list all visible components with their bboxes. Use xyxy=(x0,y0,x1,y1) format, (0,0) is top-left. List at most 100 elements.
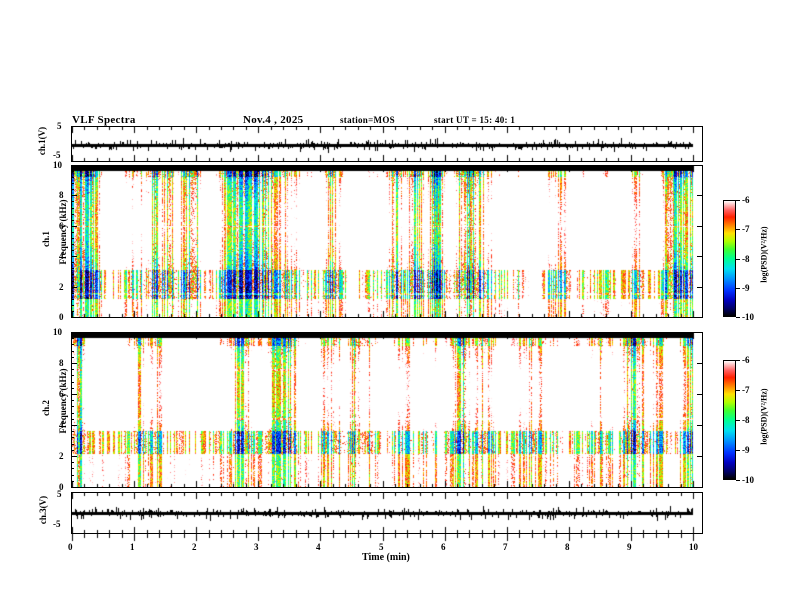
header-station: station=MOS xyxy=(340,115,395,125)
ch2-colorbar-tick-mark xyxy=(736,480,740,481)
ch1-spec-yminor-mark xyxy=(71,305,74,306)
ch1-spec-yminor-mark xyxy=(71,244,74,245)
ch1-spec-yminor-mark xyxy=(71,201,74,202)
ch1-waveform-axis-label: ch.1(V) xyxy=(37,126,47,156)
ch2-spec-ytick-10: 10 xyxy=(53,327,62,337)
ch2-colorbar-tick-mark xyxy=(736,390,740,391)
ch2-spec-ytick-mark xyxy=(71,487,77,488)
ch2-spec-yminor-mark xyxy=(71,413,74,414)
ch1-spec-yminor-mark xyxy=(71,165,74,166)
ch2-spec-yminor-mark xyxy=(71,431,74,432)
x-tick-label-3: 3 xyxy=(254,542,259,552)
x-tick-label-2: 2 xyxy=(192,542,197,552)
ch1-spec-yminor-mark xyxy=(71,171,74,172)
x-tick-label-9: 9 xyxy=(627,542,632,552)
ch2-spec-yminor-mark xyxy=(71,462,74,463)
ch2-colorbar-tick-label--8: -8 xyxy=(742,415,750,425)
ch1-colorbar xyxy=(723,200,736,317)
ch1-spec-ytick-mark xyxy=(71,317,77,318)
ch1-spec-ytick-mark-right xyxy=(697,287,703,288)
ch2-spec-yminor-mark xyxy=(71,456,74,457)
ch1-spec-yminor-mark xyxy=(71,293,74,294)
ch1-spec-ytick-mark xyxy=(71,226,77,227)
ch2-spec-ytick-6: 6 xyxy=(59,389,64,399)
ch2-spec-ytick-mark xyxy=(71,332,77,333)
ch2-spec-yminor-mark xyxy=(71,369,74,370)
ch1-spec-yminor-mark xyxy=(71,268,74,269)
ch2-spec-yminor-mark xyxy=(71,351,74,352)
ch1-spectrogram-image xyxy=(72,166,702,317)
ch1-waveform-panel xyxy=(71,126,703,162)
ch2-spec-ytick-mark-right xyxy=(697,487,703,488)
ch1-spec-ytick-mark-right xyxy=(697,317,703,318)
ch2-spec-yminor-mark xyxy=(71,437,74,438)
ch2-spec-ytick-mark xyxy=(71,363,77,364)
ch2-spectrogram-image xyxy=(72,333,702,487)
ch2-spec-yminor-mark xyxy=(71,375,74,376)
ch1-colorbar-tick-mark xyxy=(736,200,740,201)
ch2-spec-yminor-mark xyxy=(71,344,74,345)
ch2-spec-yminor-mark xyxy=(71,444,74,445)
ch1-spec-ytick-mark-right xyxy=(697,256,703,257)
ch2-colorbar-tick-label--9: -9 xyxy=(742,445,750,455)
ch1-spec-yminor-mark xyxy=(71,189,74,190)
x-tick-label-10: 10 xyxy=(689,542,698,552)
ch1-colorbar-label: log(PSD)(V²/Hz) xyxy=(759,226,769,283)
ch2-colorbar-tick-mark xyxy=(736,360,740,361)
ch2-spec-ytick-mark xyxy=(71,394,77,395)
ch1-spectrogram-panel xyxy=(71,165,703,318)
ch2-spec-ytick-mark xyxy=(71,425,77,426)
ch1-spec-yminor-mark xyxy=(71,208,74,209)
ch1-colorbar-tick-mark xyxy=(736,317,740,318)
ch1-spec-ytick-mark xyxy=(71,195,77,196)
ch1-spec-yminor-mark xyxy=(71,311,74,312)
ch2-spec-yminor-mark xyxy=(71,425,74,426)
ch2-spec-yminor-mark xyxy=(71,406,74,407)
ch1-spec-yminor-mark xyxy=(71,250,74,251)
ch2-spec-yminor-mark xyxy=(71,400,74,401)
ch1-spec-axis-label-ch: ch.1 xyxy=(41,231,51,247)
ch1-waveform-trace xyxy=(72,127,702,161)
ch2-spec-yminor-mark xyxy=(71,388,74,389)
ch1-spec-yminor-mark xyxy=(71,256,74,257)
ch2-colorbar-tick-label--10: -10 xyxy=(742,475,754,485)
ch2-spec-yminor-mark xyxy=(71,468,74,469)
ch1-spec-ytick-10: 10 xyxy=(53,160,62,170)
ch2-spec-ytick-4: 4 xyxy=(59,420,64,430)
ch1-spec-yminor-mark xyxy=(71,317,74,318)
ch1-colorbar-tick-mark xyxy=(736,288,740,289)
ch1-spec-yminor-mark xyxy=(71,226,74,227)
ch1-colorbar-tick-mark xyxy=(736,259,740,260)
ch2-spectrogram-panel xyxy=(71,332,703,488)
ch1-spec-ytick-mark xyxy=(71,287,77,288)
ch1-colorbar-tick-label--10: -10 xyxy=(742,312,754,322)
ch1-spec-ytick-mark xyxy=(71,256,77,257)
ch1-spec-ytick-mark-right xyxy=(697,226,703,227)
ch3-wave-ytick-neg: -5 xyxy=(53,519,61,529)
ch2-spec-yminor-mark xyxy=(71,475,74,476)
ch1-spec-yminor-mark xyxy=(71,220,74,221)
header-date: Nov.4 , 2025 xyxy=(243,114,304,126)
ch2-colorbar-tick-label--6: -6 xyxy=(742,355,750,365)
ch2-spec-yminor-mark xyxy=(71,363,74,364)
ch1-spec-yminor-mark xyxy=(71,299,74,300)
ch2-spec-yminor-mark xyxy=(71,338,74,339)
ch1-spec-yminor-mark xyxy=(71,287,74,288)
ch2-spec-yminor-mark xyxy=(71,450,74,451)
ch2-spec-ytick-mark-right xyxy=(697,332,703,333)
ch2-colorbar-tick-mark xyxy=(736,420,740,421)
ch2-spec-ytick-mark-right xyxy=(697,425,703,426)
x-tick-label-5: 5 xyxy=(379,542,384,552)
ch1-spec-ytick-8: 8 xyxy=(59,190,64,200)
x-tick-label-4: 4 xyxy=(316,542,321,552)
x-tick-label-0: 0 xyxy=(68,542,73,552)
ch1-colorbar-tick-label--9: -9 xyxy=(742,283,750,293)
ch1-spec-ytick-0: 0 xyxy=(59,312,64,322)
ch1-spec-yminor-mark xyxy=(71,262,74,263)
ch2-spec-yminor-mark xyxy=(71,487,74,488)
ch2-spec-ytick-mark-right xyxy=(697,456,703,457)
ch1-spec-ytick-6: 6 xyxy=(59,221,64,231)
ch2-spec-axis-label-ch: ch.2 xyxy=(41,400,51,416)
ch1-spec-yminor-mark xyxy=(71,232,74,233)
